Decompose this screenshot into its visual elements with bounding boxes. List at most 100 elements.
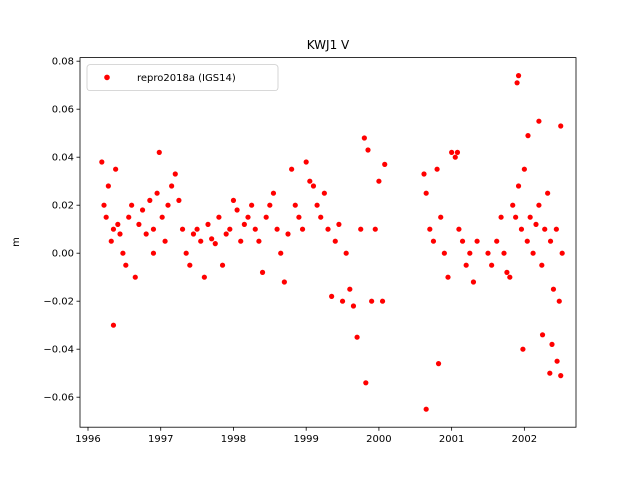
data-point — [252, 226, 258, 232]
x-tick-label: 1999 — [293, 434, 318, 445]
data-point — [361, 135, 367, 141]
data-point — [434, 166, 440, 172]
data-point — [358, 226, 364, 232]
data-point — [527, 214, 533, 220]
data-point — [507, 274, 513, 280]
data-point — [441, 250, 447, 256]
data-point — [223, 231, 229, 237]
data-point — [332, 238, 338, 244]
data-point — [513, 214, 519, 220]
data-point — [510, 202, 516, 208]
data-point — [150, 250, 157, 256]
data-point — [372, 226, 378, 232]
data-point — [350, 303, 357, 309]
y-axis-label: m — [11, 237, 22, 247]
data-point — [423, 190, 429, 196]
x-tick-label: 1997 — [148, 434, 173, 445]
data-point — [485, 250, 491, 256]
data-point — [545, 190, 551, 196]
data-point — [110, 226, 117, 232]
data-point — [530, 250, 536, 256]
data-point — [427, 226, 433, 232]
data-point — [321, 190, 327, 196]
data-point — [190, 231, 197, 237]
data-point — [504, 269, 510, 275]
data-point — [263, 214, 269, 220]
data-point — [132, 274, 138, 280]
data-point — [101, 202, 107, 208]
data-point — [435, 361, 442, 367]
data-point — [365, 147, 371, 153]
data-point — [209, 236, 215, 242]
data-point — [256, 238, 262, 244]
data-point — [445, 274, 451, 280]
data-point — [553, 226, 559, 232]
y-tick-label: 0.02 — [52, 201, 74, 212]
data-point — [474, 238, 480, 244]
data-point — [524, 238, 530, 244]
data-point — [536, 118, 542, 124]
data-point — [454, 149, 461, 155]
data-point — [147, 197, 153, 203]
data-point — [310, 183, 317, 189]
y-tick-label: 0.04 — [52, 153, 74, 164]
data-point — [354, 334, 360, 340]
data-point — [376, 178, 382, 184]
data-point — [108, 238, 114, 244]
data-point — [430, 238, 437, 244]
data-point — [347, 286, 353, 292]
x-tick-label: 2000 — [366, 434, 391, 445]
data-point — [379, 298, 386, 304]
data-point — [542, 226, 548, 232]
data-point — [520, 346, 526, 352]
data-point — [501, 250, 507, 256]
data-point — [339, 298, 346, 304]
y-axis: −0.06 −0.04 −0.02 0.00 0.02 0.04 0.06 0.08 — [43, 57, 80, 404]
plot-frame — [79, 57, 577, 428]
data-point — [515, 73, 522, 79]
data-point — [270, 190, 277, 196]
data-point — [113, 166, 119, 172]
data-point — [536, 202, 542, 208]
x-axis: 1996 1997 1998 1999 2000 2001 2002 — [75, 427, 537, 445]
data-point — [550, 286, 557, 292]
data-point — [205, 221, 211, 227]
x-tick-label: 1996 — [75, 434, 100, 445]
data-point — [187, 262, 193, 268]
data-point — [129, 202, 135, 208]
data-point — [329, 293, 335, 299]
data-point — [115, 221, 121, 227]
data-point — [303, 159, 309, 165]
data-point — [554, 358, 560, 364]
data-point — [159, 214, 165, 220]
data-point — [120, 250, 126, 256]
data-point — [259, 269, 266, 275]
data-point — [103, 214, 109, 220]
legend-marker — [104, 74, 110, 81]
data-point — [123, 262, 129, 268]
data-point — [549, 341, 555, 347]
data-point — [216, 214, 222, 220]
data-point — [382, 161, 388, 167]
data-point — [227, 226, 233, 232]
data-point — [99, 159, 105, 165]
data-point — [459, 238, 466, 244]
data-point — [336, 221, 342, 227]
data-point — [421, 171, 427, 177]
y-tick-label: −0.02 — [43, 297, 74, 308]
x-tick-label: 2002 — [512, 434, 537, 445]
data-point — [456, 226, 462, 232]
y-tick-label: 0.00 — [52, 249, 74, 260]
data-point — [212, 241, 218, 247]
data-point — [515, 183, 522, 189]
y-tick-label: 0.08 — [52, 57, 74, 68]
data-point — [307, 178, 313, 184]
data-point — [325, 226, 331, 232]
data-point — [241, 221, 247, 227]
data-point — [292, 202, 298, 208]
data-point — [150, 226, 157, 232]
data-point — [498, 214, 504, 220]
data-point — [369, 298, 375, 304]
data-point — [110, 322, 117, 328]
